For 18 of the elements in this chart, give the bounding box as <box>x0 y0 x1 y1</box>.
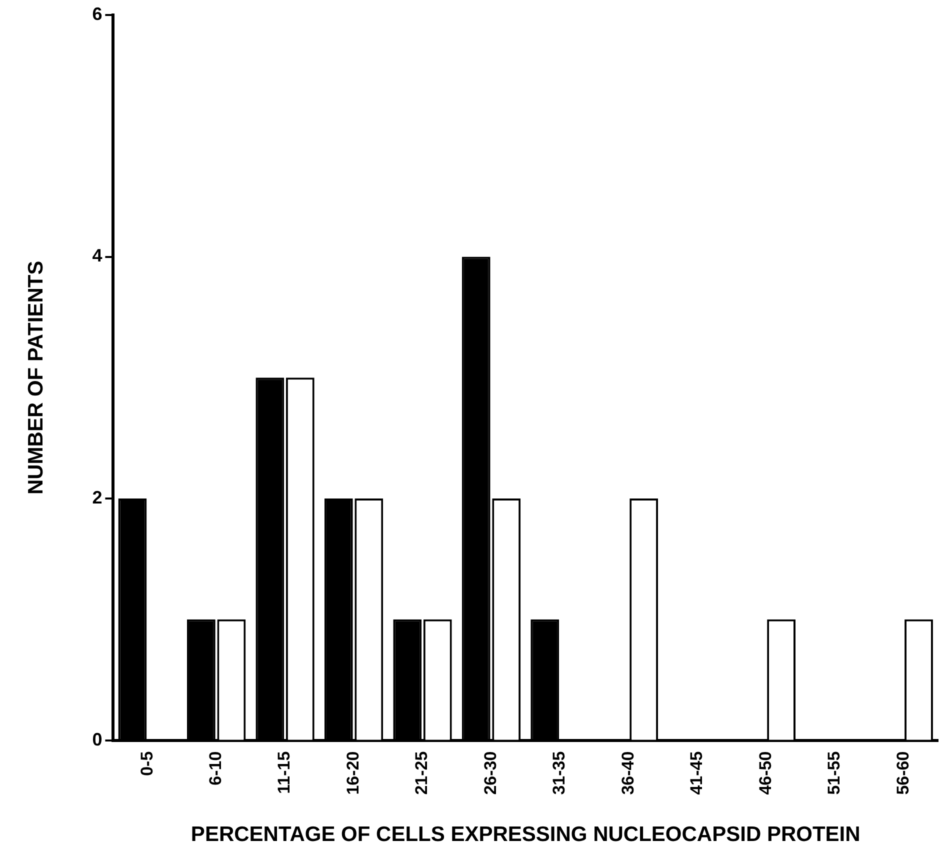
x-tick-label: 51-55 <box>824 751 844 795</box>
x-tick-label: 16-20 <box>343 751 362 795</box>
x-tick-label: 6-10 <box>206 751 225 786</box>
x-tick-label: 11-15 <box>274 751 294 794</box>
x-tick-label: 26-30 <box>480 751 500 795</box>
y-tick-label: 6 <box>92 4 102 24</box>
x-axis-title: PERCENTAGE OF CELLS EXPRESSING NUCLEOCAPSID PROTEIN <box>190 823 860 846</box>
x-tick-label: 41-45 <box>687 751 706 795</box>
y-tick-label: 2 <box>92 488 102 508</box>
y-tick-label: 4 <box>92 246 102 266</box>
x-tick-label: 21-25 <box>412 751 432 795</box>
x-tick-label: 31-35 <box>550 751 569 795</box>
y-axis-title: NUMBER OF PATIENTS <box>24 260 48 495</box>
x-tick-label: 0-5 <box>137 751 156 776</box>
x-tick-label: 46-50 <box>756 751 775 795</box>
y-tick-label: 0 <box>92 729 102 750</box>
x-tick-label: 56-60 <box>893 751 912 795</box>
x-tick-label: 36-40 <box>618 751 638 795</box>
